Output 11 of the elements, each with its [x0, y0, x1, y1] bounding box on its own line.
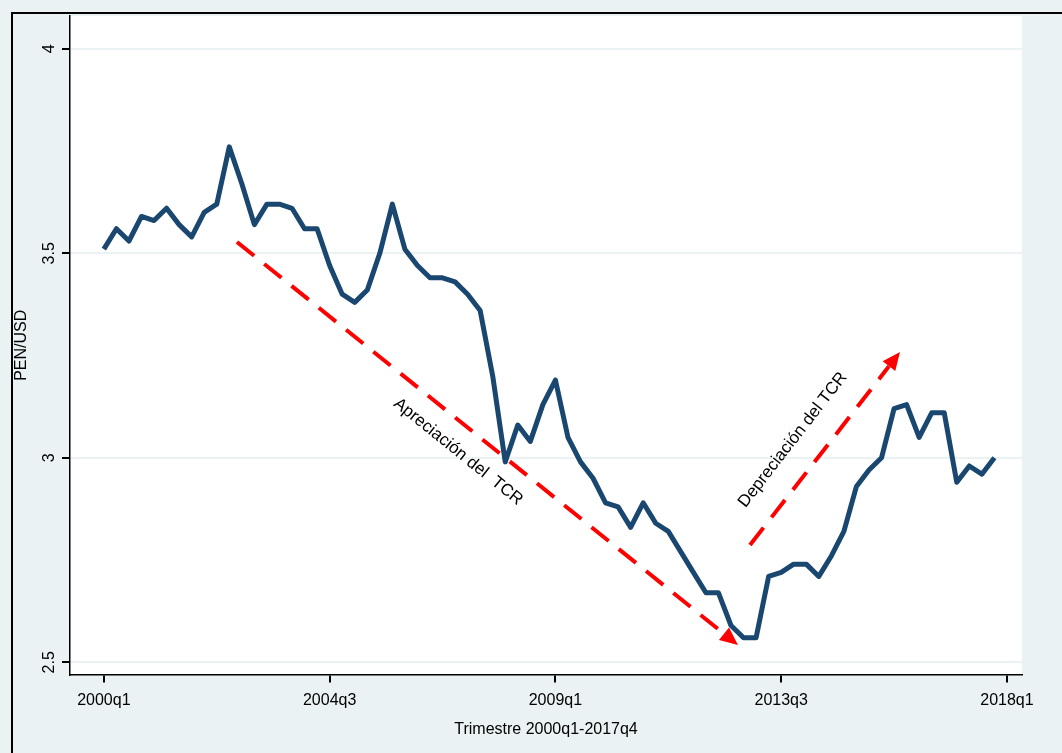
y-tick-label: 4: [40, 44, 58, 54]
x-tick-label: 2000q1: [77, 690, 131, 708]
x-tick-label: 2004q3: [302, 690, 357, 708]
x-tick-label: 2013q3: [754, 690, 808, 708]
y-axis-title: PEN/USD: [12, 309, 30, 381]
y-tick-label: 3.5: [40, 242, 58, 265]
y-tick-label: 2.5: [40, 651, 58, 674]
y-tick-label: 3: [40, 453, 58, 463]
x-axis-title: Trimestre 2000q1-2017q4: [454, 719, 638, 737]
x-tick-label: 2009q1: [528, 690, 583, 708]
x-tick-label: 2018q1: [980, 690, 1034, 708]
